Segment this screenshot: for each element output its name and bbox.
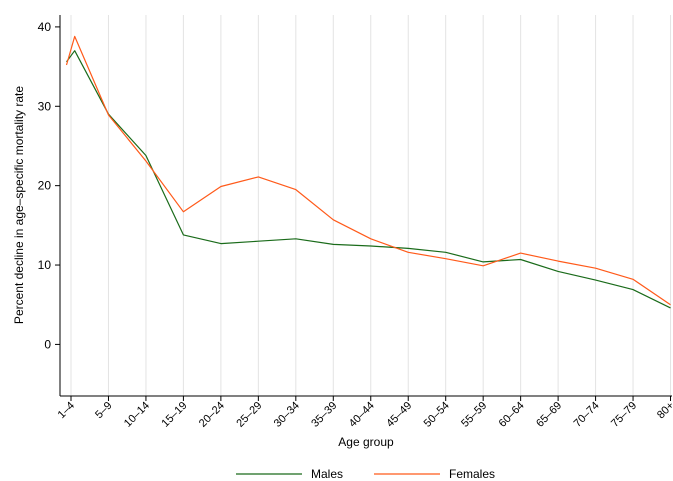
x-tick-label: 30–34 [272, 400, 302, 430]
x-tick-label: 25–29 [234, 400, 264, 430]
x-tick-label: 65–69 [534, 400, 564, 430]
x-axis-ticks: 1–4 5–9 10–14 15–19 20–24 25–29 30–34 35–39 40–4… [56, 396, 673, 430]
x-tick-label: 50–54 [422, 400, 452, 430]
y-tick-label: 0 [44, 337, 51, 351]
legend-label-females: Females [449, 467, 495, 481]
x-axis-title: Age group [338, 435, 394, 449]
x-tick-label: 40–44 [347, 400, 377, 430]
x-tick-label: 45–49 [384, 400, 414, 430]
y-axis-ticks: 0 10 20 30 40 [38, 20, 60, 351]
series-line-males [66, 50, 671, 309]
x-tick-label: 10–14 [122, 400, 152, 430]
x-tick-label: 70–74 [572, 400, 602, 430]
series-lines [65, 35, 671, 309]
x-tick-label: 15–19 [159, 400, 189, 430]
y-tick-label: 30 [38, 99, 52, 113]
y-tick-label: 20 [38, 179, 52, 193]
x-tick-label: 5–9 [93, 400, 114, 421]
legend: Males Females [236, 467, 495, 481]
y-tick-label: 40 [38, 20, 52, 34]
x-tick-label: 35–39 [309, 400, 339, 430]
series-line-females [65, 35, 671, 306]
y-tick-label: 10 [38, 258, 52, 272]
vertical-gridlines [70, 15, 672, 396]
x-tick-label: 55–59 [459, 400, 489, 430]
x-tick-label: 1–4 [56, 400, 77, 421]
x-tick-label: 80+ [655, 400, 673, 422]
x-tick-label: 60–64 [497, 400, 527, 430]
x-tick-label: 75–79 [609, 400, 639, 430]
y-axis-title: Percent decline in age–specific mortalit… [12, 86, 26, 324]
legend-label-males: Males [311, 467, 343, 481]
x-tick-label: 20–24 [197, 400, 227, 430]
